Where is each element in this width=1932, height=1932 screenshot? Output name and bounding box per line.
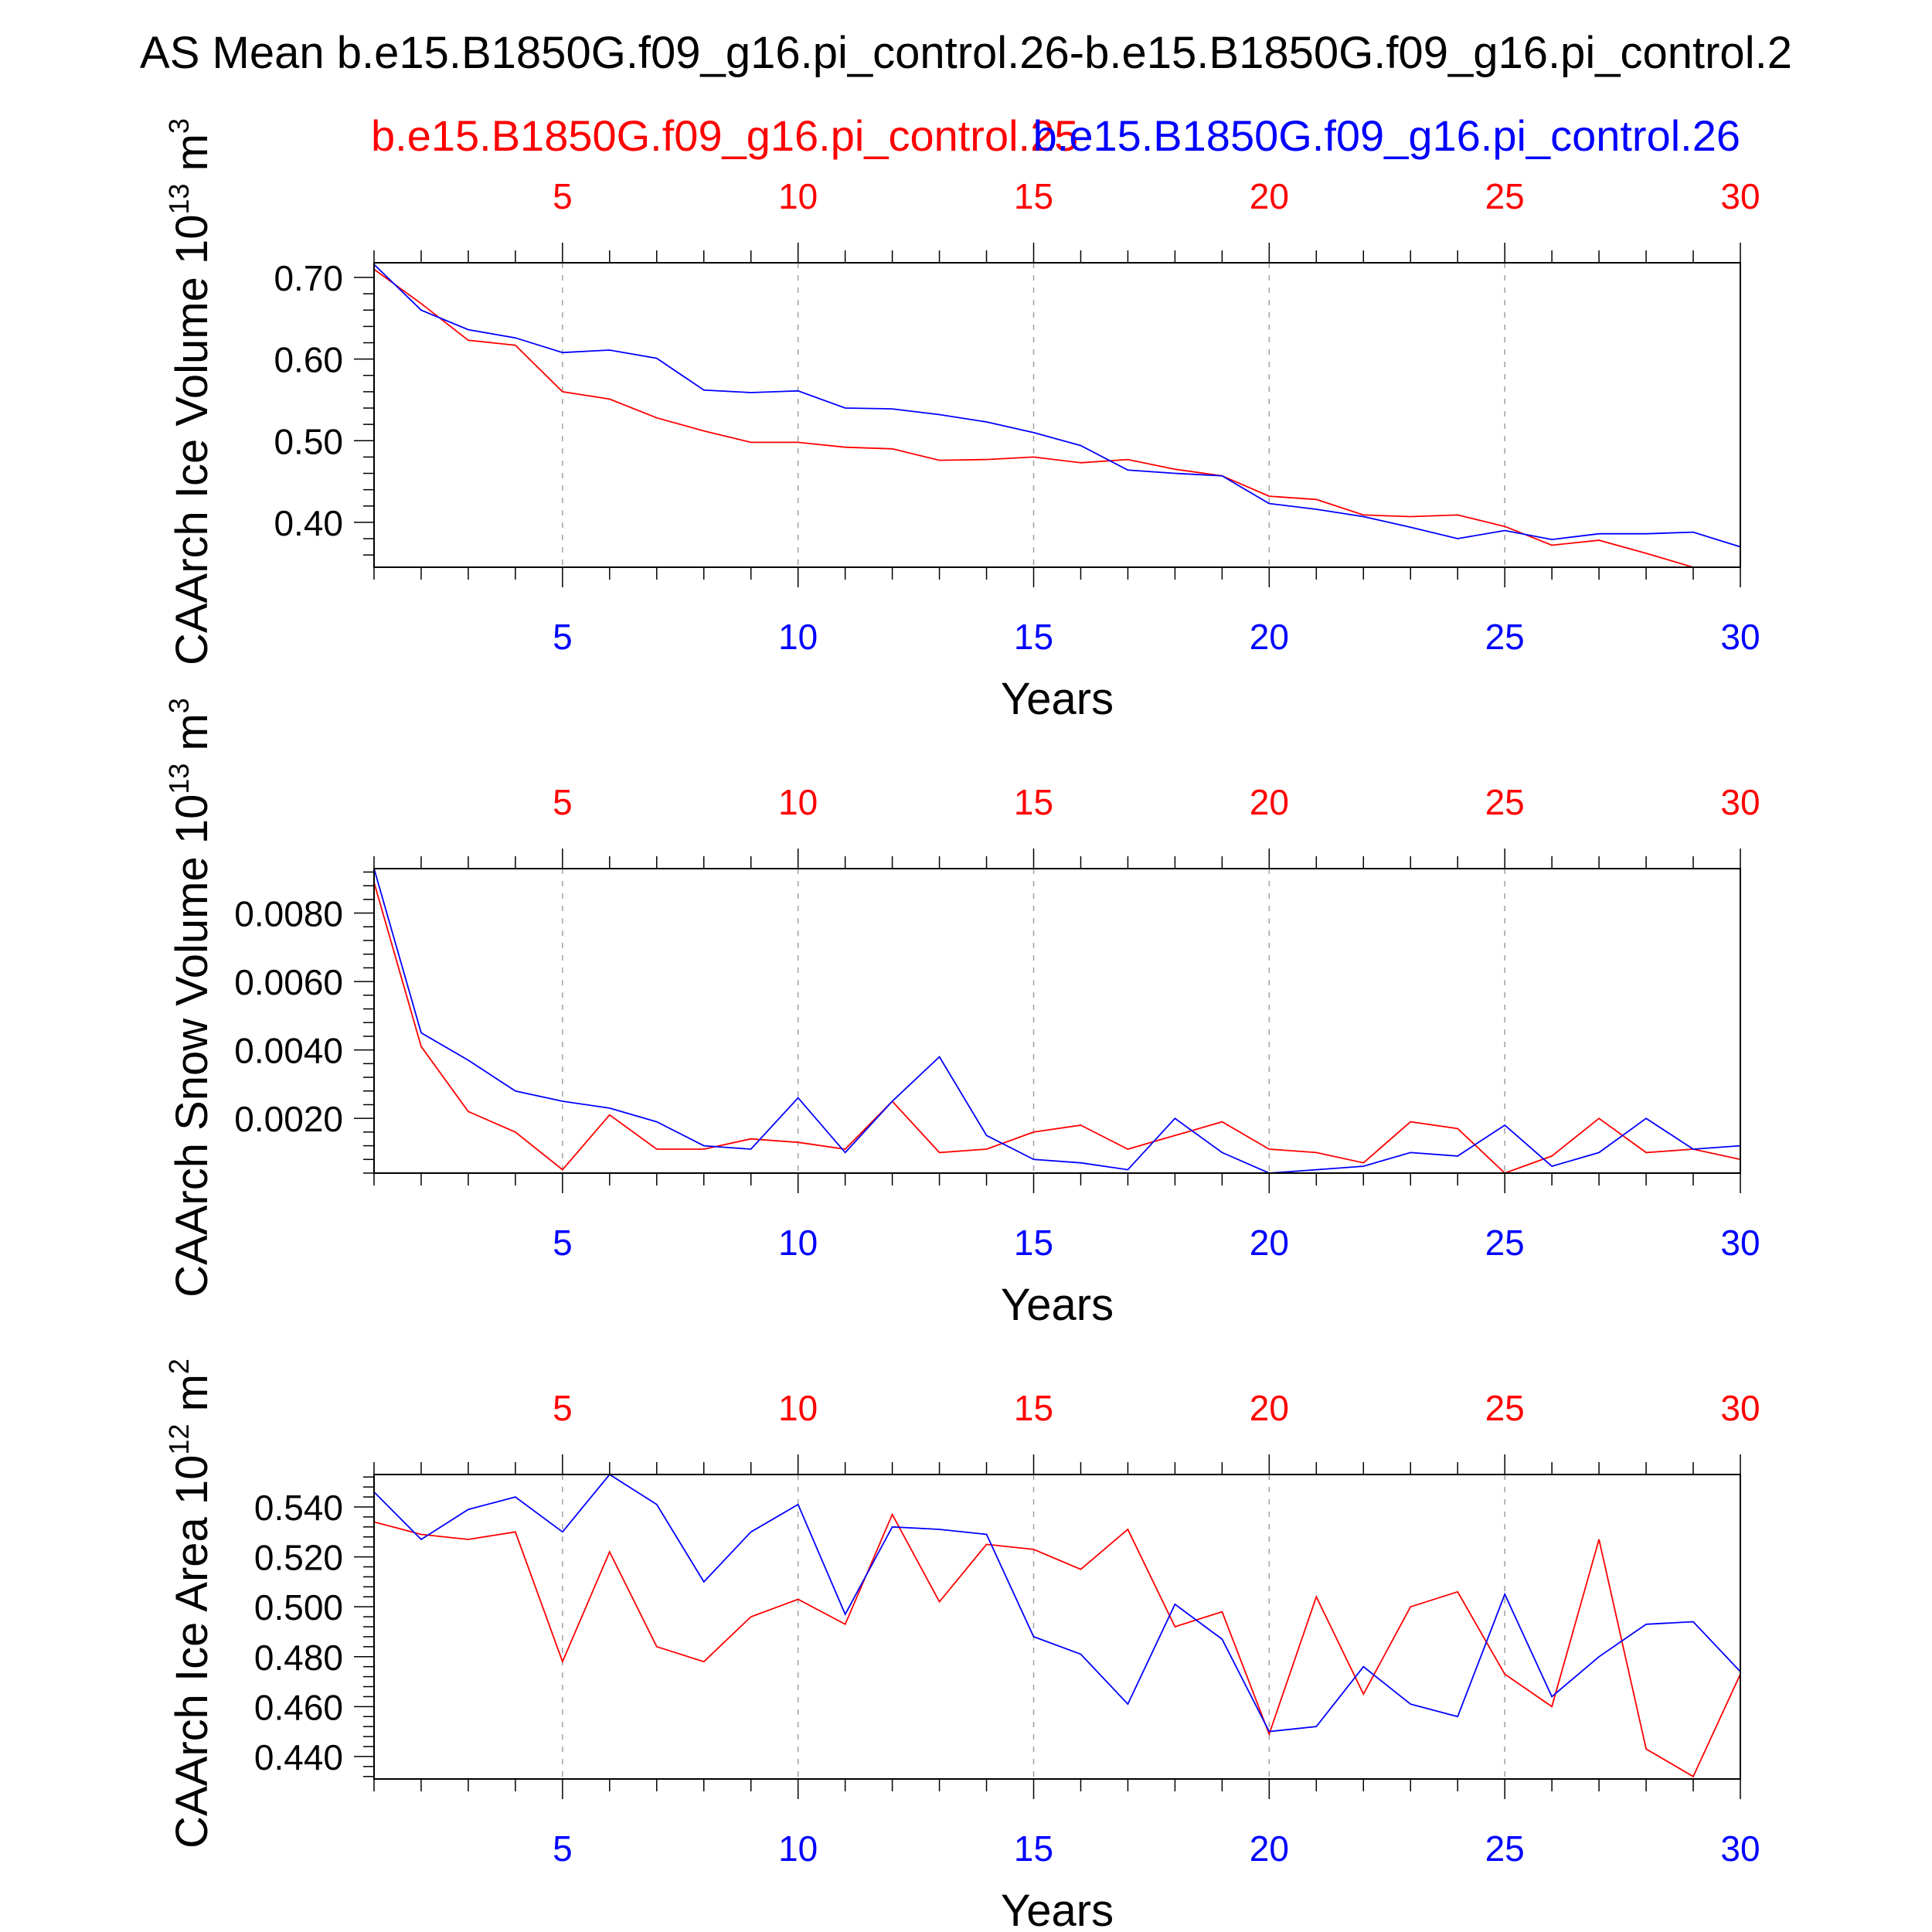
series-line-pi-control-26 (374, 264, 1740, 548)
y-axis-label-exponent: 12 (163, 1424, 195, 1455)
x-tick-label-bottom: 15 (1014, 1223, 1053, 1263)
plot-frame (373, 262, 1741, 568)
x-tick-label-top: 10 (778, 782, 818, 822)
y-tick-label: 0.520 (254, 1538, 343, 1578)
x-tick-label-top: 5 (553, 176, 573, 216)
x-tick-label-top: 25 (1485, 782, 1525, 822)
x-tick-label-top: 10 (778, 1388, 818, 1428)
x-tick-label-top: 30 (1720, 1388, 1760, 1428)
x-axis-label: Years (1001, 1280, 1114, 1330)
x-tick-label-top: 30 (1720, 782, 1760, 822)
y-tick-label: 0.0040 (234, 1031, 343, 1071)
y-tick-label: 0.540 (254, 1488, 343, 1528)
y-axis-label-exponent: 13 (163, 183, 195, 214)
series-line-pi-control-25 (374, 268, 1740, 567)
x-tick-label-bottom: 30 (1720, 617, 1760, 657)
chart-panel-2: 0.0020 0.0040 0.0060 0.0080 5 5 10 10 15 15 20 20 25… (163, 698, 1760, 1330)
x-tick-label-bottom: 20 (1250, 617, 1289, 657)
y-tick-label: 0.460 (254, 1687, 343, 1727)
y-axis-label-unit-exponent: 3 (163, 698, 195, 713)
x-tick-label-top: 25 (1485, 1388, 1525, 1428)
panels: 0.400.500.600.705510101515202025253030Ye… (163, 118, 1760, 1932)
x-tick-label-bottom: 25 (1485, 1828, 1525, 1869)
y-axis-label-unit: m (167, 134, 217, 183)
y-axis-label-text: CAArch Ice Volume 10 (167, 215, 217, 666)
y-tick-label: 0.440 (254, 1737, 343, 1777)
x-tick-label-top: 25 (1485, 176, 1525, 216)
legend-red-series: b.e15.B1850G.f09_g16.pi_control.25 (371, 111, 1078, 160)
y-tick-label: 0.70 (274, 258, 343, 298)
y-axis-label-unit: m (167, 713, 217, 763)
series-line-pi-control-25 (374, 1512, 1740, 1778)
series-line-pi-control-26 (374, 869, 1740, 1173)
y-axis-label: CAArch Ice Area 1012 m2 (163, 1359, 217, 1849)
x-tick-label-top: 10 (778, 176, 818, 216)
legend-blue-series: b.e15.B1850G.f09_g16.pi_control.26 (1033, 111, 1740, 160)
chart-panel-3: 0.440 0.460 0.480 0.500 0.520 0.540 5 5 10 10 15 15… (163, 1359, 1760, 1932)
series-line-pi-control-25 (374, 882, 1740, 1173)
x-tick-label-bottom: 20 (1250, 1828, 1289, 1869)
y-tick-label: 0.40 (274, 503, 343, 543)
x-tick-label-top: 15 (1014, 176, 1053, 216)
y-axis-label: CAArch Ice Volume 1013 m3 (163, 118, 217, 665)
y-axis-label-text: CAArch Ice Area 10 (167, 1455, 217, 1849)
y-axis-label: CAArch Snow Volume 1013 m3 (163, 698, 217, 1298)
x-tick-label-bottom: 20 (1250, 1223, 1289, 1263)
x-axis-label: Years (1001, 1886, 1114, 1932)
x-tick-label-bottom: 10 (778, 1223, 818, 1263)
y-axis-label-text: CAArch Snow Volume 10 (167, 794, 217, 1298)
x-tick-label-top: 20 (1250, 176, 1289, 216)
x-tick-label-bottom: 25 (1485, 617, 1525, 657)
y-axis-label-unit-exponent: 3 (163, 118, 195, 134)
y-tick-label: 0.50 (274, 421, 343, 461)
y-tick-label: 0.60 (274, 340, 343, 380)
y-tick-label: 0.0020 (234, 1099, 343, 1139)
x-tick-label-top: 30 (1720, 176, 1760, 216)
x-tick-label-top: 15 (1014, 1388, 1053, 1428)
y-axis-label-unit: m (167, 1374, 217, 1423)
x-tick-label-bottom: 5 (553, 1828, 573, 1869)
plot-frame (373, 1474, 1741, 1780)
x-tick-label-top: 20 (1250, 1388, 1289, 1428)
y-tick-label: 0.480 (254, 1638, 343, 1678)
x-tick-label-bottom: 10 (778, 1828, 818, 1869)
x-tick-label-bottom: 5 (553, 1223, 573, 1263)
y-tick-label: 0.500 (254, 1587, 343, 1628)
x-tick-label-bottom: 15 (1014, 1828, 1053, 1869)
x-tick-label-bottom: 25 (1485, 1223, 1525, 1263)
x-tick-label-top: 15 (1014, 782, 1053, 822)
x-tick-label-top: 20 (1250, 782, 1289, 822)
x-tick-label-top: 5 (553, 1388, 573, 1428)
x-tick-label-bottom: 30 (1720, 1828, 1760, 1869)
y-axis-label-exponent: 13 (163, 764, 195, 794)
y-tick-label: 0.0080 (234, 894, 343, 934)
x-tick-label-top: 5 (553, 782, 573, 822)
x-tick-label-bottom: 10 (778, 617, 818, 657)
plot-frame (373, 868, 1741, 1174)
x-tick-label-bottom: 15 (1014, 617, 1053, 657)
figure-title: AS Mean b.e15.B1850G.f09_g16.pi_control.… (140, 28, 1792, 78)
x-tick-label-bottom: 30 (1720, 1223, 1760, 1263)
y-axis-label-unit-exponent: 2 (163, 1359, 195, 1374)
x-tick-label-bottom: 5 (553, 617, 573, 657)
y-tick-label: 0.0060 (234, 962, 343, 1002)
x-axis-label: Years (1001, 674, 1114, 724)
series-line-pi-control-26 (374, 1475, 1740, 1733)
chart-panel-1: 0.40 0.50 0.60 0.70 5 5 10 10 15 15 20 20 25 25 30 30 Ye… (163, 118, 1760, 724)
